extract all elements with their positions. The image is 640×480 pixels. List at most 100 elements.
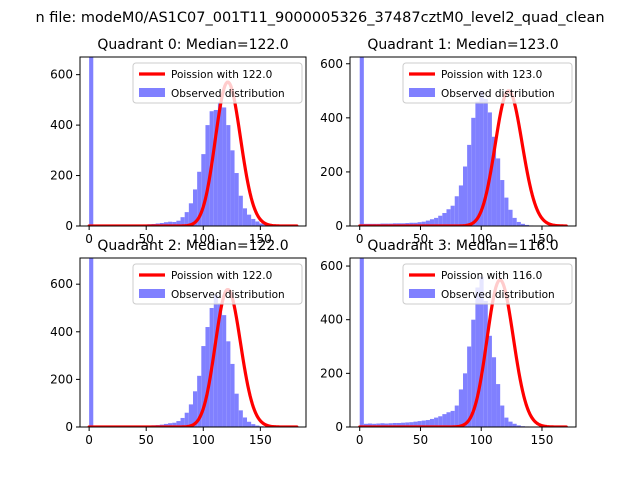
axes-frame: [349, 257, 577, 428]
histogram-bar: [417, 421, 422, 427]
x-tick-label: 50: [139, 433, 154, 447]
poisson-curve: [358, 278, 568, 427]
histogram-bar: [193, 189, 198, 226]
histogram-bar: [180, 417, 185, 427]
legend: Poission with 122.0 Observed distribution: [132, 62, 303, 104]
histogram-bar: [372, 423, 377, 427]
histogram-bar: [197, 171, 202, 226]
histogram-bar: [487, 335, 492, 427]
histogram-bar: [188, 203, 193, 226]
histogram-bar: [500, 180, 505, 226]
histogram-bar: [255, 425, 260, 427]
histogram-bar: [172, 221, 177, 226]
y-tick-label: 600: [320, 259, 343, 273]
histogram-bar: [384, 423, 389, 427]
histogram-bar: [242, 417, 248, 427]
x-tick-label: 50: [139, 232, 154, 246]
histogram-bar: [421, 420, 426, 427]
y-tick-label: 400: [50, 325, 73, 339]
y-tick-label: 200: [50, 372, 73, 386]
histogram-bar: [259, 223, 264, 226]
histogram-bar: [467, 346, 472, 427]
histogram-bar: [234, 173, 239, 226]
x-tick-label: 0: [356, 232, 364, 246]
quadrant-3-title: Quadrant 3: Median=116.0: [367, 238, 558, 254]
quadrant-2-panel: 0 50 100 150 0 200 400 600 Poission with 122.0 Ob…: [50, 238, 307, 447]
histogram-bar: [359, 57, 364, 226]
y-tick-label: 0: [335, 420, 343, 434]
x-tick-label: 100: [192, 232, 215, 246]
histogram-bar: [467, 144, 472, 226]
histogram-bar: [409, 422, 414, 427]
histogram-bar: [376, 423, 381, 427]
quadrant-0-panel: 0 50 100 150 0 200 400 600 Poission with 122.0 Ob…: [50, 37, 307, 246]
histogram-bar: [388, 423, 393, 427]
histogram-bar: [446, 209, 451, 226]
histogram-bar: [168, 423, 173, 427]
histogram-bar: [201, 154, 206, 226]
legend: Poission with 116.0 Observed distribution: [402, 263, 573, 305]
poisson-curve: [87, 80, 299, 226]
histogram-bar: [475, 101, 480, 226]
x-tick-label: 100: [470, 232, 493, 246]
histogram-bar: [168, 221, 173, 226]
histogram-bar: [242, 208, 248, 226]
y-tick-label: 200: [50, 169, 73, 183]
histogram-bar: [479, 276, 484, 427]
histogram-bar: [409, 222, 414, 226]
histogram-bar: [429, 418, 435, 427]
histogram-bar: [471, 117, 476, 226]
histogram-bar: [205, 125, 210, 226]
legend-label-observed: Observed distribution: [171, 88, 285, 100]
quadrant-0-title: Quadrant 0: Median=122.0: [97, 37, 288, 53]
histogram-bar: [508, 209, 513, 226]
x-tick-label: 0: [85, 232, 93, 246]
histogram-bar: [425, 220, 430, 226]
histogram-bar: [496, 158, 501, 226]
histogram-bar: [471, 319, 476, 427]
histogram-bar: [454, 196, 459, 226]
histogram-bar: [197, 375, 202, 427]
y-tick-label: 400: [320, 313, 343, 327]
y-tick-label: 0: [335, 219, 343, 233]
histogram-bar: [89, 258, 94, 427]
x-tick-label: 50: [413, 433, 428, 447]
y-tick-label: 600: [50, 277, 73, 291]
histogram-bar: [184, 212, 189, 226]
axes-frame: [349, 56, 577, 227]
legend-bar-swatch: [409, 88, 435, 97]
histogram-bar: [413, 421, 418, 427]
histogram-bar: [217, 102, 223, 226]
histogram-bar: [442, 414, 447, 427]
legend-label-observed: Observed distribution: [441, 289, 555, 301]
histogram-bar: [217, 303, 223, 427]
histogram-bar: [500, 405, 505, 427]
histogram-bar: [512, 423, 517, 427]
quadrant-3-panel: 0 50 100 150 0 200 400 600 Poission with 116.0 Ob…: [320, 238, 577, 447]
histogram-bar: [359, 258, 364, 427]
histogram-bar: [520, 223, 525, 226]
histogram-bar: [176, 421, 181, 427]
figure-suptitle: n file: modeM0/AS1C07_001T11_9000005326_…: [35, 10, 604, 26]
histogram-bar: [401, 422, 406, 427]
histogram-bar: [396, 422, 402, 427]
histogram-bar: [504, 417, 509, 427]
y-tick-label: 0: [65, 219, 73, 233]
quadrant-2-title: Quadrant 2: Median=122.0: [97, 238, 288, 254]
y-tick-label: 400: [50, 118, 73, 132]
histogram-bar: [89, 57, 94, 226]
histogram-bar: [483, 300, 488, 427]
poisson-curve: [87, 287, 299, 427]
legend-label-poisson: Poission with 122.0: [171, 69, 272, 81]
histogram-bar: [234, 393, 239, 427]
histogram-bar: [201, 346, 206, 427]
histogram-bar: [421, 221, 426, 226]
x-tick-label: 150: [531, 232, 554, 246]
histogram-bar: [508, 421, 513, 427]
histogram-bar: [247, 421, 252, 427]
histogram-bar: [450, 410, 455, 427]
histogram-bar: [392, 422, 397, 427]
histogram-bar: [512, 217, 517, 226]
histogram-bar: [413, 222, 418, 226]
histogram-bar: [226, 125, 231, 226]
